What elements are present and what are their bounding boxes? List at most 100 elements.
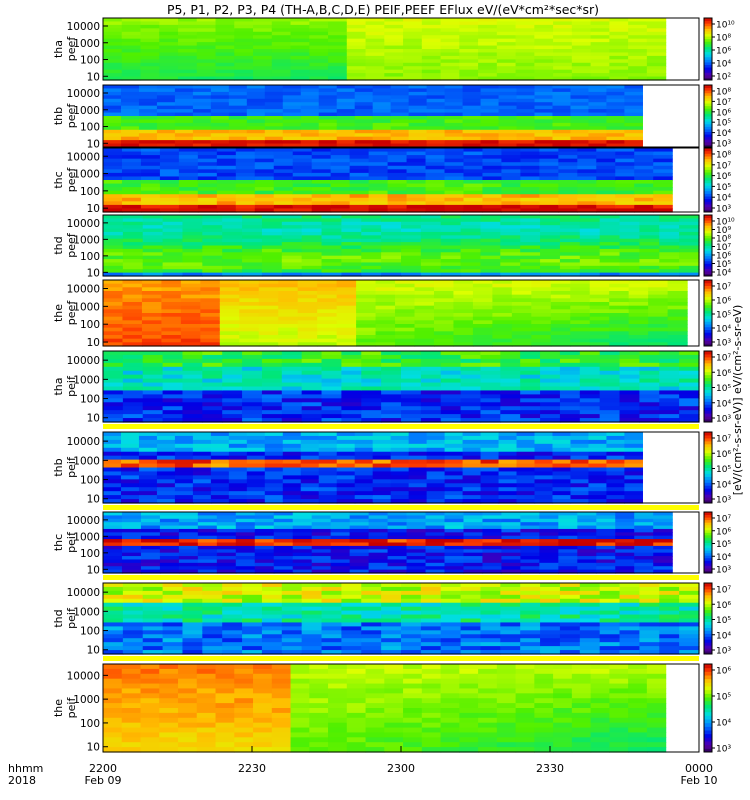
heatmap-cell [520,566,540,571]
heatmap-cell [534,62,554,67]
heatmap-cell [408,447,428,453]
panel-ylabel-product: peef [65,167,78,193]
heatmap-cell [336,287,357,292]
heatmap-cell [341,650,362,655]
heatmap-cell [577,158,597,163]
heatmap-cell [242,398,263,403]
heatmap-cell [381,362,402,368]
heatmap-cell [202,366,223,372]
heatmap-cell [372,499,392,504]
heatmap-cell [290,62,310,67]
heatmap-cell [534,487,554,492]
heatmap-cell [480,95,500,100]
heatmap-cell [500,245,521,250]
colorbar-tick-label: 10⁴ [716,480,731,490]
heatmap-cell [103,287,124,292]
heatmap-cell [202,594,223,600]
heatmap-cell [349,545,370,550]
heatmap-cell [246,122,266,127]
heatmap-cell [444,109,464,114]
heatmap-cell [534,112,554,117]
heatmap-cell [534,28,554,33]
heatmap-cell [444,463,464,469]
heatmap-cell [571,21,592,26]
heatmap-cell [192,487,212,492]
colorbar-step [704,368,712,373]
heatmap-cell [361,418,382,423]
heatmap-cell [440,59,460,64]
heatmap-cell [472,280,493,285]
colorbar-step [704,410,712,414]
heatmap-cell [103,525,123,530]
heatmap-cell [282,471,302,476]
heatmap-cell [459,76,479,81]
heatmap-cell [261,606,283,612]
heatmap-cell [550,298,571,303]
heatmap-cell [480,116,500,121]
heatmap-cell [599,378,621,384]
heatmap-cell [459,66,479,71]
heatmap-cell [609,21,629,26]
heatmap-cell [122,316,143,321]
heatmap-cell [261,215,283,219]
heatmap-cell [222,358,243,364]
colorbar-tick-label: 10⁶ [716,369,731,379]
heatmap-cell [667,331,688,336]
heatmap-cell [648,327,669,332]
heatmap-cell [290,69,310,74]
heatmap-cell [440,406,462,411]
heatmap-cell [558,197,578,202]
heatmap-cell [606,109,625,114]
heatmap-cell [498,116,518,121]
heatmap-cell [234,73,254,78]
heatmap-cell [282,116,302,121]
heatmap-cell [361,382,382,388]
heatmap-cell [159,545,180,550]
heatmap-cell [103,463,122,469]
heatmap-cell [459,69,479,74]
heatmap-cell [639,386,660,392]
heatmap-cell [215,28,235,33]
heatmap-cell [609,24,629,29]
heatmap-cell [440,18,460,23]
heatmap-cell [667,280,688,285]
heatmap-cell [361,642,382,647]
heatmap-cell [408,112,428,117]
heatmap-cell [261,646,283,651]
heatmap-cell [120,432,140,437]
heatmap-cell [222,618,243,624]
heatmap-cell [372,88,392,93]
heatmap-cell [628,335,649,340]
heatmap-cell [480,351,501,356]
heatmap-cell [653,569,673,574]
heatmap-cell [361,235,382,240]
heatmap-cell [103,91,122,96]
heatmap-cell [498,129,518,134]
heatmap-cell [321,255,342,260]
heatmap-cell [301,362,323,368]
heatmap-cell [463,559,484,564]
heatmap-cell [162,218,184,223]
heatmap-cell [571,38,592,43]
heatmap-cell [653,151,673,156]
heatmap-cell [162,215,184,219]
heatmap-cell [341,265,362,270]
heatmap-cell [372,432,392,437]
heatmap-cell [178,525,199,530]
heatmap-cell [239,305,260,310]
heatmap-cell [472,287,493,292]
heatmap-cell [520,172,540,178]
heatmap-cell [336,95,356,100]
heatmap-cell [281,218,303,223]
heatmap-cell [273,535,294,540]
heatmap-cell [539,190,559,195]
heatmap-cell [420,221,442,226]
heatmap-cell [444,143,464,148]
heatmap-cell [648,313,669,318]
heatmap-cell [103,66,123,71]
heatmap-cell [182,248,203,253]
heatmap-cell [401,590,422,596]
heatmap-cell [330,559,351,564]
heatmap-cell [301,215,323,219]
